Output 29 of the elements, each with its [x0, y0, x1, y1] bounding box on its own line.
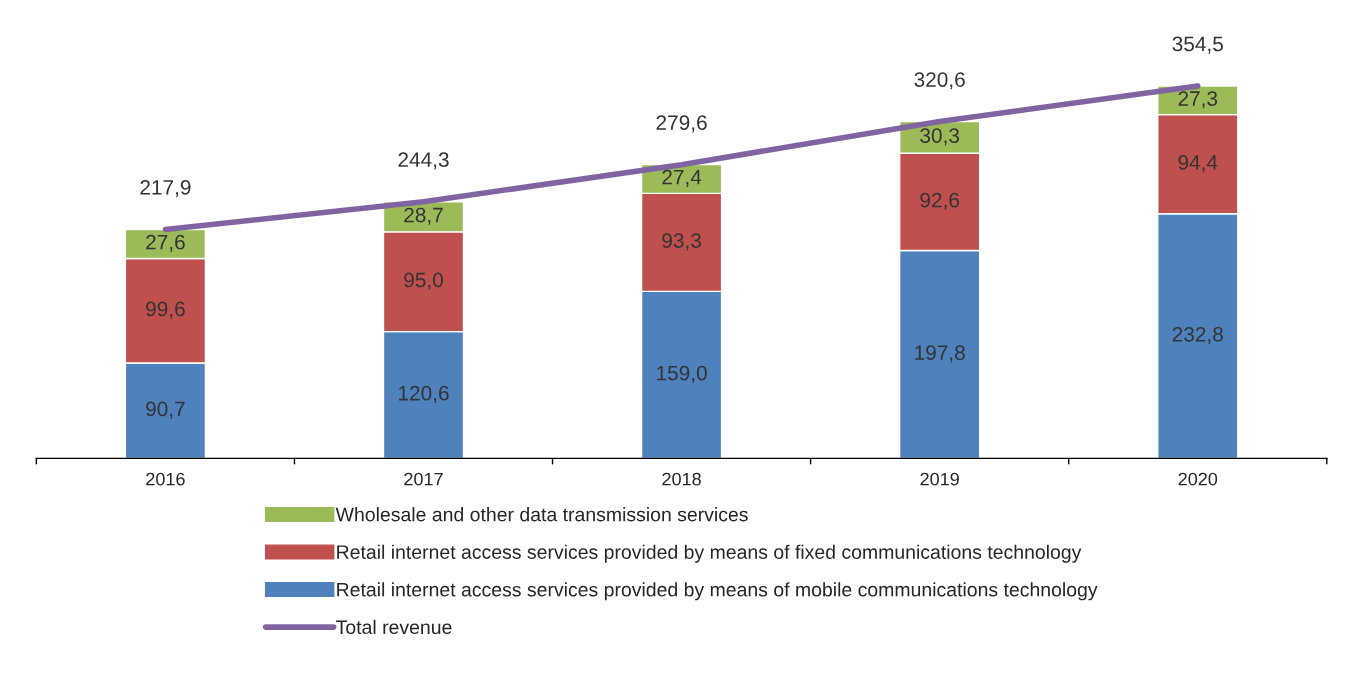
- data-label: 30,3: [920, 128, 960, 146]
- data-label: 95,0: [404, 272, 443, 290]
- data-label: 217,9: [140, 180, 191, 198]
- data-label: 120,6: [399, 385, 449, 404]
- data-label: 92,6: [920, 192, 960, 210]
- data-label: 159,0: [657, 365, 707, 383]
- data-label: 27,4: [662, 169, 702, 187]
- data-label: 320,6: [914, 72, 965, 90]
- data-label: 93,3: [662, 233, 701, 251]
- legend-label: Wholesale and other data transmission services: [335, 507, 748, 522]
- data-label: 197,8: [915, 345, 965, 363]
- x-tick-label: 2018: [662, 472, 701, 486]
- data-label: 27,6: [146, 234, 185, 253]
- x-tick-label: 2017: [404, 472, 443, 486]
- data-label: 28,7: [404, 207, 443, 225]
- legend-label: Total revenue: [336, 619, 452, 635]
- x-tick-label: 2020: [1178, 472, 1218, 486]
- legend-label: Retail internet access services provided by means of mobile communications technology: [337, 582, 1098, 601]
- data-label: 244,3: [398, 152, 449, 170]
- data-label: 354,5: [1172, 36, 1223, 54]
- data-label: 90,7: [146, 401, 185, 419]
- legend-label: Retail internet access services provided by means of fixed communications technology: [337, 544, 1082, 563]
- x-tick-label: 2019: [920, 472, 959, 486]
- x-tick-label: 2016: [146, 472, 185, 486]
- data-label: 232,8: [1172, 326, 1223, 345]
- data-label: 99,6: [146, 301, 185, 319]
- data-label: 94,4: [1178, 155, 1218, 173]
- data-label: 27,3: [1178, 91, 1218, 109]
- data-label: 279,6: [656, 115, 707, 133]
